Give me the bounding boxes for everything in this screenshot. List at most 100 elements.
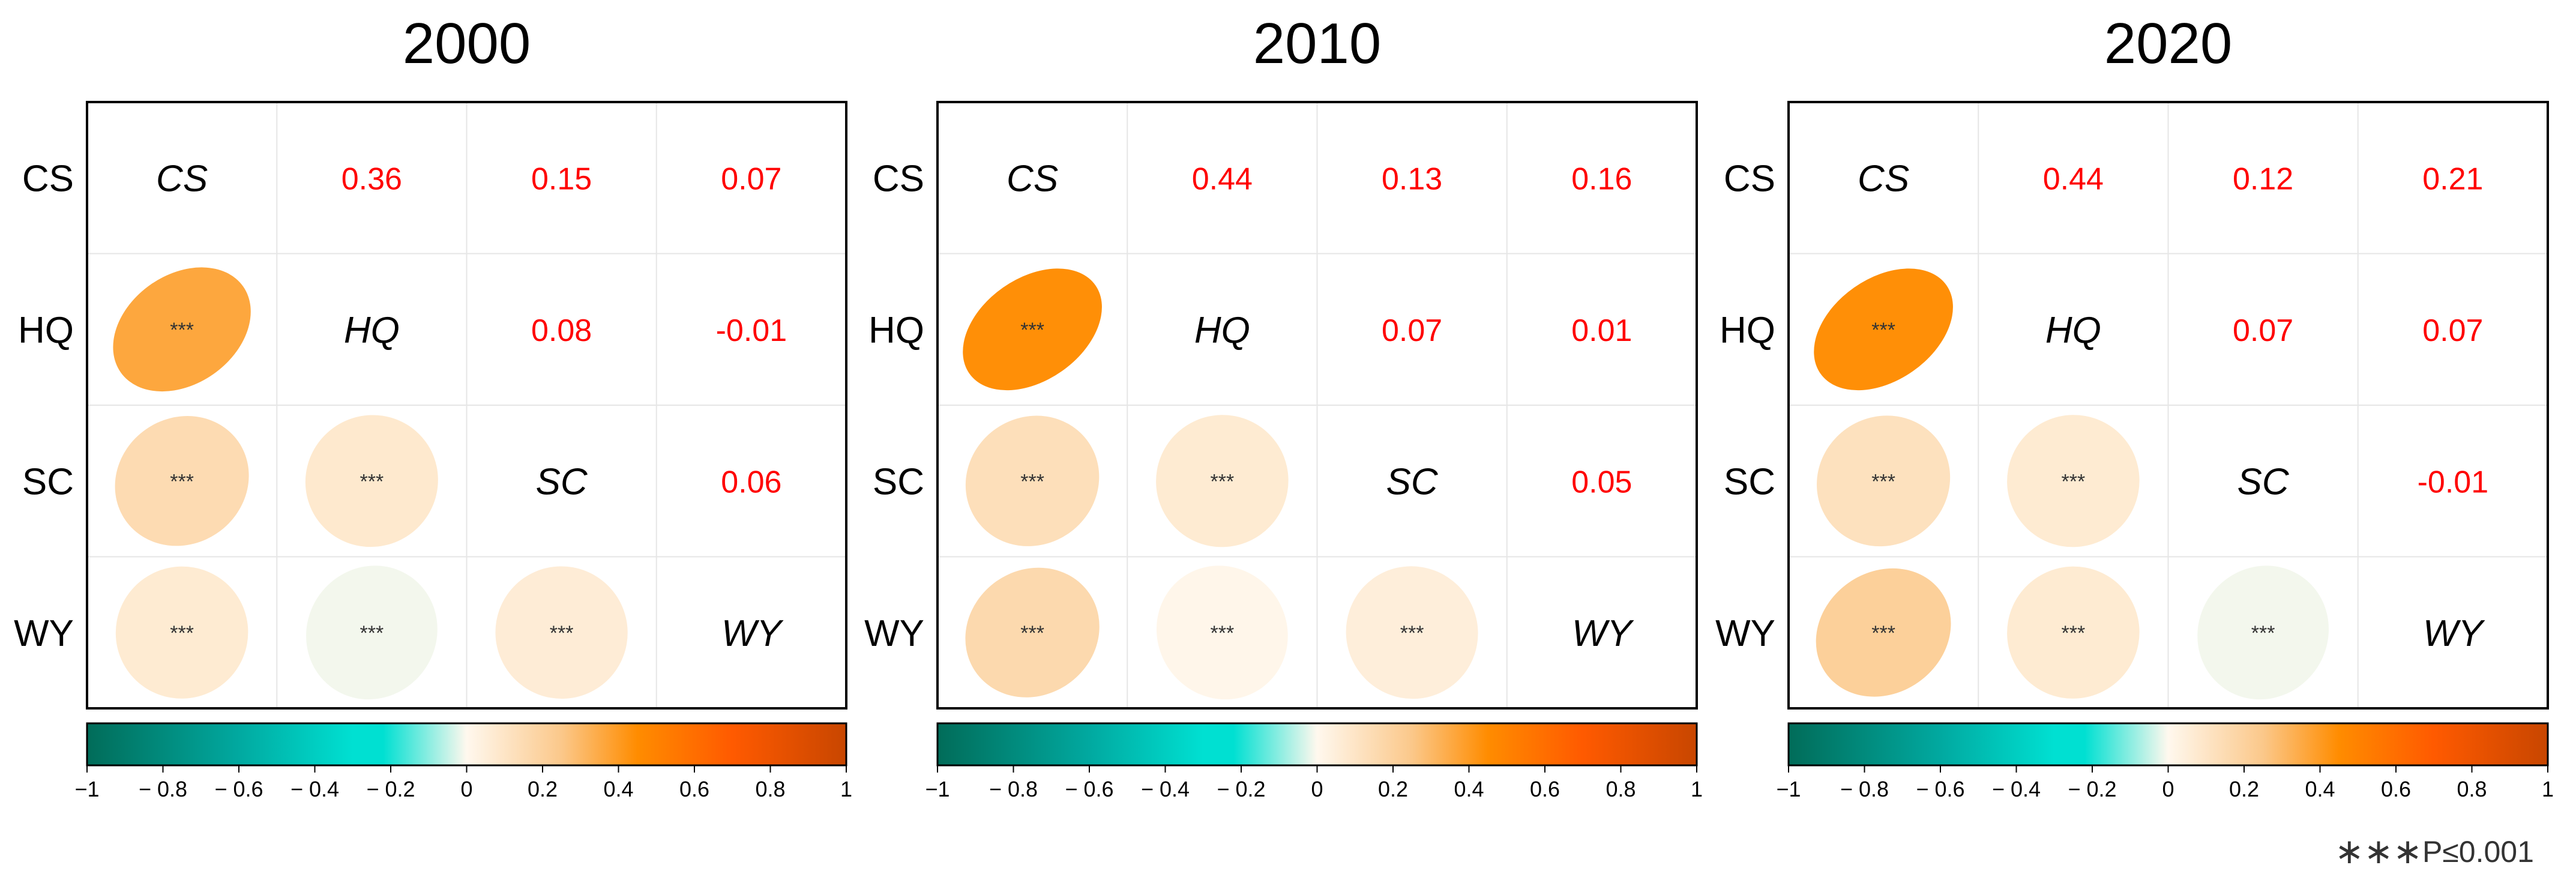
row-label-cs: CS: [873, 158, 924, 199]
correlation-ellipse: [1817, 415, 1951, 547]
diagonal-label-sc: SC: [536, 461, 588, 502]
colorbar-tick-label: 0.2: [528, 777, 558, 801]
row-label-hq: HQ: [868, 310, 924, 351]
row-label-cs: CS: [1724, 158, 1775, 199]
correlation-ellipse: [1814, 268, 1953, 391]
row-label-hq: HQ: [1720, 310, 1775, 351]
panel-2000: 2000 CS HQ SC WY CS HQ SC WY 0.36 0.15 0.07 0.08 -0.0…: [14, 11, 852, 801]
diagonal-label-cs: CS: [1007, 158, 1058, 199]
correlation-ellipse: [965, 415, 1100, 546]
coefficient-value: 0.05: [1571, 465, 1632, 499]
significance-marker: ***: [2062, 470, 2086, 493]
significance-marker: ***: [2251, 622, 2275, 645]
correlation-ellipse: [1156, 565, 1288, 700]
colorbar-tick-label: 0.6: [1530, 777, 1560, 801]
diagonal-label-cs: CS: [1858, 158, 1909, 199]
colorbar-tick-label: 0.4: [603, 777, 633, 801]
significance-marker: ***: [2062, 622, 2086, 645]
correlation-ellipse: [1346, 566, 1478, 699]
colorbar-tick-label: −1: [74, 777, 99, 801]
correlation-ellipse: [965, 567, 1100, 698]
colorbar-tick-label: 0.6: [2381, 777, 2411, 801]
colorbar-tick-label: − 0.4: [1992, 777, 2041, 801]
colorbar-tick-label: 0.4: [1454, 777, 1484, 801]
row-label-sc: SC: [873, 461, 924, 502]
colorbar-tick-label: 0.8: [2457, 777, 2487, 801]
colorbar-tick-label: 0.6: [679, 777, 709, 801]
significance-marker: ***: [170, 319, 194, 342]
colorbar: −1 − 0.8 − 0.6 − 0.4 − 0.2 0 0.2 0.4 0.6 0.8 1: [1776, 722, 2554, 801]
coefficient-value: 0.36: [342, 161, 402, 196]
diagonal-label-sc: SC: [2237, 461, 2290, 502]
coefficient-value: 0.07: [721, 161, 781, 196]
row-label-wy: WY: [864, 613, 924, 654]
colorbar-tick-label: − 0.4: [290, 777, 339, 801]
colorbar-tick-label: − 0.8: [1840, 777, 1889, 801]
panel-title: 2010: [1253, 11, 1382, 76]
diagonal-label-hq: HQ: [2045, 310, 2101, 351]
coefficient-value: 0.01: [1571, 313, 1632, 348]
colorbar-tick-label: − 0.4: [1141, 777, 1190, 801]
colorbar-tick-label: − 0.6: [1065, 777, 1113, 801]
panel-border: [86, 101, 847, 710]
footnote-stars: ∗∗∗: [2335, 832, 2422, 871]
colorbar-tick-label: 0.8: [755, 777, 785, 801]
colorbar-tick-label: − 0.6: [1916, 777, 1964, 801]
row-label-sc: SC: [22, 461, 74, 502]
significance-marker: ***: [1211, 470, 1235, 493]
correlation-ellipse: [1816, 568, 1951, 697]
colorbar-tick-label: 1: [2542, 777, 2554, 801]
colorbar-tick-label: − 0.2: [366, 777, 415, 801]
panel-title: 2020: [2104, 11, 2233, 76]
colorbar-tick-label: 0: [2162, 777, 2174, 801]
correlation-ellipse: [963, 268, 1102, 391]
row-label-wy: WY: [14, 613, 74, 654]
significance-marker: ***: [1211, 622, 1235, 645]
significance-marker: ***: [1871, 622, 1895, 645]
diagonal-label-cs: CS: [156, 158, 208, 199]
row-label-hq: HQ: [18, 310, 74, 351]
colorbar-tick-label: 0.2: [1378, 777, 1408, 801]
diagonal-label-wy: WY: [721, 613, 784, 654]
coefficient-value: 0.07: [1382, 313, 1442, 348]
row-label-sc: SC: [1724, 461, 1775, 502]
coefficient-value: 0.08: [531, 313, 592, 348]
coefficient-value: 0.06: [721, 465, 781, 499]
colorbar: −1 − 0.8 − 0.6 − 0.4 − 0.2 0 0.2 0.4 0.6 0.8 1: [74, 722, 852, 801]
significance-marker: ***: [360, 470, 384, 493]
correlation-ellipse: [495, 566, 628, 699]
coefficient-value: 0.07: [2233, 313, 2293, 348]
correlation-ellipse: [1156, 415, 1289, 547]
significance-marker: ***: [1871, 470, 1895, 493]
colorbar-tick-label: 0.4: [2305, 777, 2335, 801]
significance-marker: ***: [170, 622, 194, 645]
panel-2010: 2010 CS HQ SC WY CS HQ SC WY 0.44 0.13 0.16 0.07 0.01…: [864, 11, 1703, 801]
colorbar-tick-label: 1: [1691, 777, 1703, 801]
significance-marker: ***: [1400, 622, 1424, 645]
diagonal-label-wy: WY: [2423, 613, 2486, 654]
colorbar-gradient: [86, 722, 847, 767]
colorbar-tick-label: −1: [1776, 777, 1801, 801]
correlation-ellipse: [113, 267, 251, 392]
diagonal-label-hq: HQ: [1194, 310, 1250, 351]
row-label-cs: CS: [22, 158, 74, 199]
significance-marker: ***: [360, 622, 384, 645]
diagonal-label-sc: SC: [1386, 461, 1439, 502]
significance-footnote: ∗∗∗ P≤0.001: [2335, 832, 2534, 871]
colorbar-tick-label: − 0.8: [989, 777, 1038, 801]
coefficient-value: 0.12: [2233, 161, 2293, 196]
coefficient-value: 0.16: [1571, 161, 1632, 196]
colorbar-tick-label: −1: [925, 777, 949, 801]
coefficient-value: -0.01: [716, 313, 787, 348]
colorbar-tick-label: 1: [840, 777, 852, 801]
panel-title: 2000: [403, 11, 531, 76]
panel-border: [1787, 101, 2549, 710]
colorbar-tick-label: 0: [1311, 777, 1323, 801]
colorbar: −1 − 0.8 − 0.6 − 0.4 − 0.2 0 0.2 0.4 0.6 0.8 1: [925, 722, 1703, 801]
colorbar-gradient: [936, 722, 1698, 767]
correlation-ellipse: [306, 565, 438, 700]
correlation-ellipse: [305, 415, 438, 547]
correlation-ellipse: [115, 566, 248, 699]
colorbar-tick-label: − 0.2: [2068, 777, 2116, 801]
